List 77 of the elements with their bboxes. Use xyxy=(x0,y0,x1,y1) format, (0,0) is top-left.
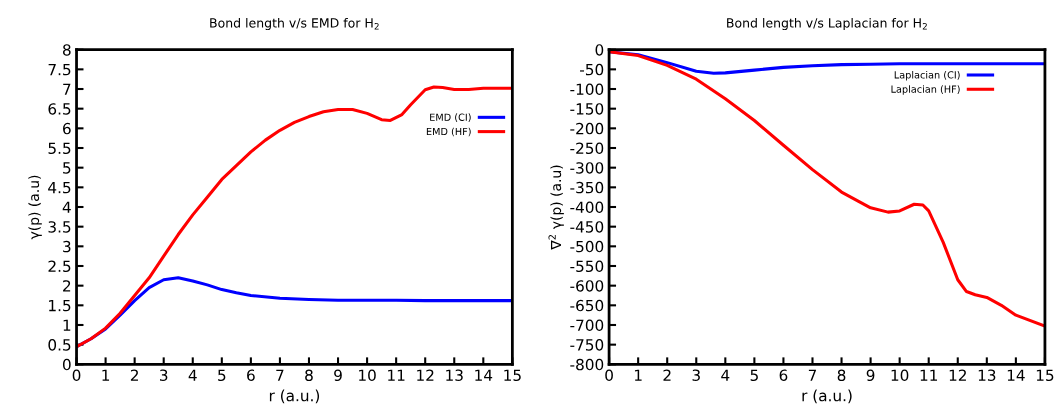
y-tick-label: -800 xyxy=(570,358,604,371)
x-tick-label: 0 xyxy=(72,369,81,382)
y-tick-label: 7.5 xyxy=(48,64,71,76)
y-tick-label: -450 xyxy=(570,221,604,233)
y-tick-label: -250 xyxy=(570,142,604,155)
y-tick-label: 1 xyxy=(63,319,71,331)
x-tick-label: 10 xyxy=(359,369,376,382)
y-tick-label: 8 xyxy=(62,44,71,56)
y-tick-label: 6 xyxy=(63,122,71,135)
y-tick-label: 1.5 xyxy=(49,299,71,312)
y-tick-label: -200 xyxy=(570,122,604,135)
y-tick-label: -600 xyxy=(570,280,604,292)
y-tick-label: 0 xyxy=(62,358,71,371)
legend-label: Laplacian (HF) xyxy=(891,85,960,95)
y-tick-label: 2 xyxy=(63,280,71,292)
y-tick-label: 0 xyxy=(595,44,604,56)
x-tick-label: 1 xyxy=(102,369,110,381)
y-tick-label: 3 xyxy=(63,240,71,253)
x-axis-title: r (a.u.) xyxy=(802,389,852,404)
y-tick-label: 5.5 xyxy=(48,142,71,155)
y-tick-label: 2.5 xyxy=(48,260,71,273)
x-tick-label: 6 xyxy=(247,369,255,382)
x-tick-label: 15 xyxy=(504,369,521,382)
x-tick-label: 8 xyxy=(305,369,313,382)
x-tick-label: 8 xyxy=(837,369,846,382)
x-axis-title: r (a.u.) xyxy=(269,389,320,404)
x-tick-label: 0 xyxy=(605,369,613,382)
x-tick-label: 13 xyxy=(978,369,996,382)
x-tick-label: 12 xyxy=(949,369,966,381)
x-tick-label: 2 xyxy=(663,369,671,381)
chart-title: Bond length v/s EMD for H$_{2}$ xyxy=(210,17,379,31)
y-tick-label: -500 xyxy=(570,240,604,253)
y-tick-label: -50 xyxy=(580,63,604,76)
x-tick-label: 7 xyxy=(808,369,817,381)
chart-title: Bond length v/s Laplacian for H$_{2}$ xyxy=(727,17,927,31)
x-tick-label: 4 xyxy=(721,369,730,381)
y-tick-label: 4.5 xyxy=(48,182,71,194)
x-tick-label: 7 xyxy=(276,369,284,381)
x-tick-label: 12 xyxy=(417,369,434,381)
x-tick-label: 14 xyxy=(475,369,493,381)
x-tick-label: 11 xyxy=(920,369,938,381)
y-tick-label: 3.5 xyxy=(48,221,71,233)
x-tick-label: 9 xyxy=(866,369,875,382)
y-axis-title: ∇$^{2}$ γ(p) (a.u) xyxy=(548,165,564,250)
y-tick-label: -400 xyxy=(570,201,604,214)
x-tick-label: 9 xyxy=(334,369,342,382)
y-tick-label: 4 xyxy=(62,201,71,213)
y-tick-label: 0.5 xyxy=(48,339,71,351)
y-tick-label: 7 xyxy=(63,83,71,95)
legend-label: EMD (HF) xyxy=(426,127,471,137)
y-tick-label: 5 xyxy=(63,162,71,174)
y-tick-label: -150 xyxy=(570,103,604,115)
x-tick-label: 10 xyxy=(891,369,909,382)
y-tick-label: -550 xyxy=(570,260,604,273)
legend-label: EMD (CI) xyxy=(430,113,471,123)
y-tick-label: -350 xyxy=(570,181,604,194)
y-tick-label: -650 xyxy=(570,299,604,312)
x-tick-label: 3 xyxy=(692,369,700,382)
y-tick-label: -750 xyxy=(570,339,604,351)
x-tick-label: 4 xyxy=(188,369,197,381)
y-axis-title: γ(p) (a.u) xyxy=(28,175,42,240)
x-tick-label: 14 xyxy=(1007,369,1025,381)
x-tick-label: 1 xyxy=(634,369,642,381)
y-tick-label: -100 xyxy=(570,83,604,96)
x-tick-label: 2 xyxy=(130,369,138,381)
x-tick-label: 5 xyxy=(750,369,758,382)
legend-label: Laplacian (CI) xyxy=(894,71,960,81)
x-tick-label: 11 xyxy=(388,369,405,381)
y-tick-label: -300 xyxy=(570,162,604,174)
x-tick-label: 5 xyxy=(218,369,226,382)
x-tick-label: 3 xyxy=(160,369,168,382)
y-tick-label: 6.5 xyxy=(48,103,71,115)
y-tick-label: -700 xyxy=(570,319,604,332)
x-tick-label: 15 xyxy=(1036,369,1054,382)
x-tick-label: 6 xyxy=(779,369,788,382)
line-series xyxy=(76,85,513,349)
x-tick-label: 13 xyxy=(446,369,463,382)
